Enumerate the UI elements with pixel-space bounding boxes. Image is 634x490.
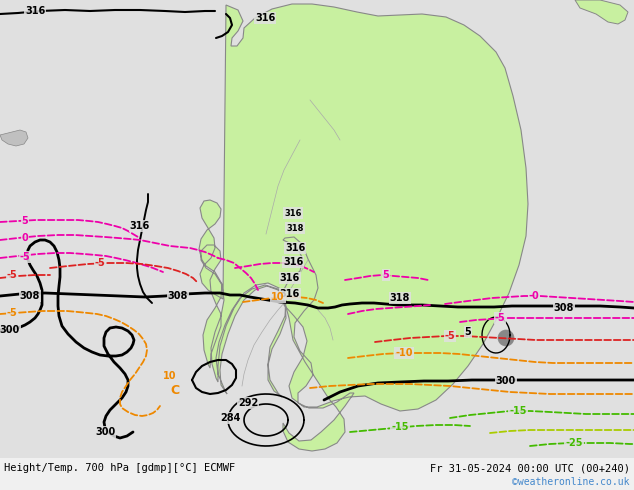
Polygon shape	[199, 4, 528, 451]
Text: -15: -15	[509, 406, 527, 416]
Text: -25: -25	[566, 438, 583, 448]
Text: C: C	[171, 384, 179, 396]
Text: 316: 316	[285, 243, 305, 253]
Text: 308: 308	[168, 291, 188, 301]
Text: 292: 292	[238, 398, 258, 408]
Text: -5: -5	[6, 308, 17, 318]
Polygon shape	[575, 0, 628, 24]
Text: Fr 31-05-2024 00:00 UTC (00+240): Fr 31-05-2024 00:00 UTC (00+240)	[430, 463, 630, 473]
Text: 5: 5	[22, 216, 29, 226]
Text: 316: 316	[130, 221, 150, 231]
Text: ©weatheronline.co.uk: ©weatheronline.co.uk	[512, 477, 630, 487]
Text: 5: 5	[383, 270, 389, 280]
Text: 316: 316	[280, 289, 300, 299]
Text: 300: 300	[95, 427, 115, 437]
Polygon shape	[0, 130, 28, 146]
Text: -10: -10	[395, 348, 413, 358]
Text: -5: -5	[444, 331, 455, 341]
Text: -15: -15	[391, 422, 409, 432]
Text: 316: 316	[255, 13, 275, 23]
Text: -5: -5	[6, 270, 17, 280]
Text: Height/Temp. 700 hPa [gdmp][°C] ECMWF: Height/Temp. 700 hPa [gdmp][°C] ECMWF	[4, 463, 235, 473]
Text: 10: 10	[271, 292, 285, 302]
Text: -5: -5	[94, 258, 105, 268]
Text: 308: 308	[554, 303, 574, 313]
Text: 318: 318	[390, 293, 410, 303]
Text: 316: 316	[280, 273, 300, 283]
Text: 316: 316	[283, 257, 303, 267]
Text: 300: 300	[496, 376, 516, 386]
Text: 0: 0	[22, 233, 29, 243]
Text: 308: 308	[20, 291, 40, 301]
Text: 316: 316	[284, 209, 302, 218]
Text: -5: -5	[20, 252, 30, 262]
Text: 10: 10	[163, 371, 177, 381]
Text: 316: 316	[25, 6, 45, 16]
Text: -0: -0	[529, 291, 540, 301]
Text: 300: 300	[0, 325, 20, 335]
Bar	[0, 458, 634, 490]
Text: 284: 284	[220, 413, 240, 423]
Text: 5: 5	[465, 327, 471, 337]
Text: -5: -5	[495, 313, 505, 323]
Circle shape	[498, 330, 514, 346]
Text: 318: 318	[287, 223, 304, 232]
